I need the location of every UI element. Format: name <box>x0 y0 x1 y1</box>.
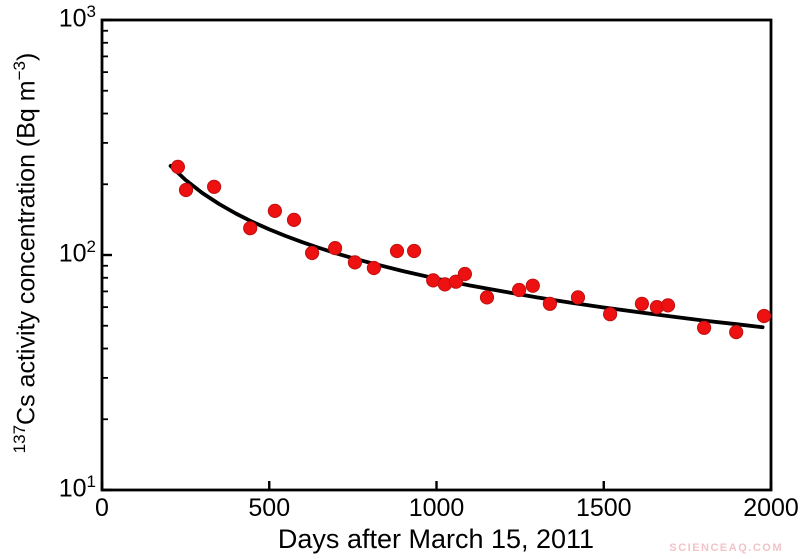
data-point <box>479 290 495 305</box>
data-point <box>570 290 586 305</box>
data-point <box>426 273 441 288</box>
data-point <box>286 212 302 227</box>
data-point <box>457 266 472 282</box>
data-point <box>328 241 343 256</box>
data-point <box>634 296 650 311</box>
plot-border <box>100 18 773 492</box>
data-point <box>603 307 618 322</box>
data-point <box>660 298 676 313</box>
data-point <box>448 274 463 289</box>
data-point <box>697 320 712 335</box>
data-point <box>542 296 558 311</box>
data-point <box>756 308 772 324</box>
data-point <box>305 245 320 261</box>
data-point <box>170 159 185 174</box>
data-point <box>178 182 194 198</box>
data-point <box>347 255 362 270</box>
data-point <box>366 260 381 276</box>
data-point <box>407 243 422 259</box>
data-point <box>389 243 405 259</box>
data-point <box>207 179 222 194</box>
data-point <box>525 278 540 293</box>
data-point <box>729 325 744 340</box>
data-point <box>267 203 282 218</box>
data-point <box>243 221 258 236</box>
data-point <box>512 282 527 298</box>
